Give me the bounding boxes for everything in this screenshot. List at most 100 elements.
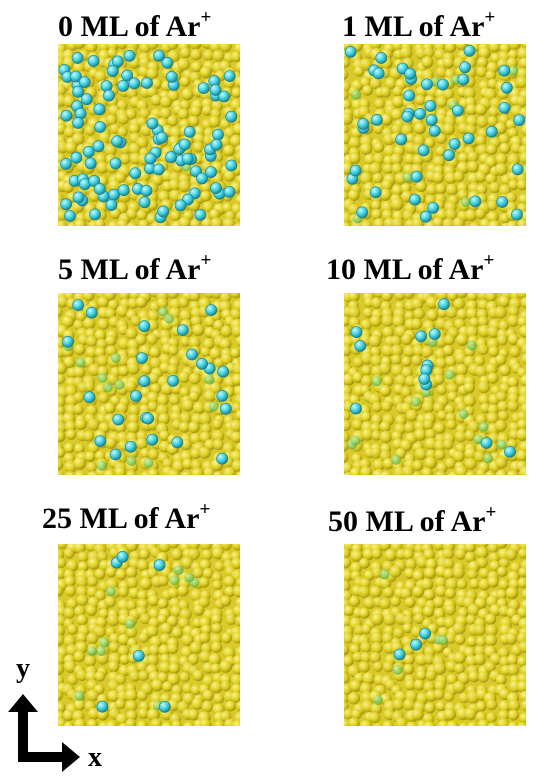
matrix-atom xyxy=(146,625,159,638)
matrix-atom xyxy=(413,308,425,320)
matrix-atom xyxy=(117,113,129,125)
ar-atom xyxy=(128,77,141,90)
matrix-atom xyxy=(465,614,477,625)
panel-title: 25 ML of Ar+ xyxy=(42,499,211,535)
ar-atom xyxy=(401,110,414,123)
matrix-atom xyxy=(219,44,232,53)
matrix-atom xyxy=(516,418,526,431)
ar-atom xyxy=(138,196,151,209)
matrix-atom xyxy=(85,335,98,348)
matrix-atom xyxy=(344,672,350,685)
matrix-atom xyxy=(107,47,118,59)
matrix-atom xyxy=(476,66,488,78)
matrix-atom xyxy=(177,58,190,71)
matrix-atom xyxy=(489,604,502,617)
matrix-atom xyxy=(456,333,469,346)
matrix-atom xyxy=(463,87,476,100)
matrix-atom xyxy=(344,69,349,80)
matrix-atom xyxy=(235,700,240,712)
matrix-atom xyxy=(435,96,448,108)
matrix-atom xyxy=(193,604,205,616)
matrix-atom xyxy=(344,569,353,582)
matrix-atom xyxy=(378,362,392,375)
ar-atom-subsurface xyxy=(402,172,413,183)
panel-title: 10 ML of Ar+ xyxy=(326,250,495,286)
matrix-atom xyxy=(379,430,393,444)
matrix-atom xyxy=(383,587,394,598)
ar-atom xyxy=(78,76,91,88)
ar-atom xyxy=(111,135,123,148)
matrix-atom xyxy=(74,470,86,475)
matrix-atom xyxy=(202,689,214,702)
ar-atom-subsurface xyxy=(125,618,136,629)
matrix-atom xyxy=(170,605,182,617)
matrix-atom xyxy=(370,702,383,715)
matrix-atom xyxy=(231,557,240,570)
matrix-atom xyxy=(219,544,233,551)
matrix-atom xyxy=(369,651,381,664)
matrix-atom xyxy=(162,458,173,469)
matrix-atom xyxy=(232,604,240,618)
matrix-atom xyxy=(168,178,181,192)
ar-atom xyxy=(369,186,382,199)
matrix-atom xyxy=(517,47,526,60)
matrix-atom xyxy=(116,44,129,50)
matrix-atom xyxy=(370,200,382,211)
matrix-atom xyxy=(204,316,216,328)
matrix-atom xyxy=(495,469,508,475)
matrix-atom xyxy=(444,44,457,53)
matrix-atom xyxy=(84,451,96,463)
matrix-atom xyxy=(423,589,436,601)
matrix-atom xyxy=(126,87,138,99)
matrix-atom xyxy=(158,544,171,553)
ar-atom xyxy=(462,132,475,145)
matrix-atom xyxy=(488,346,500,357)
matrix-atom xyxy=(478,578,491,591)
matrix-atom xyxy=(181,556,194,569)
matrix-atom xyxy=(77,551,89,563)
matrix-atom xyxy=(370,632,384,645)
matrix-atom xyxy=(179,76,191,87)
matrix-atom xyxy=(344,643,350,656)
matrix-atom xyxy=(344,373,355,386)
matrix-atom xyxy=(232,299,240,312)
matrix-atom xyxy=(159,622,173,636)
ar-atom xyxy=(129,167,142,180)
matrix-atom xyxy=(518,566,526,578)
matrix-atom xyxy=(147,309,160,322)
matrix-atom xyxy=(96,161,109,174)
ar-atom xyxy=(123,49,136,62)
matrix-atom xyxy=(75,418,87,431)
matrix-atom xyxy=(434,576,447,589)
matrix-atom xyxy=(74,343,86,356)
ar-atom xyxy=(196,172,208,185)
matrix-atom xyxy=(413,134,425,147)
matrix-atom xyxy=(488,552,500,564)
matrix-atom xyxy=(138,219,150,226)
matrix-atom xyxy=(157,598,169,610)
matrix-atom xyxy=(374,98,385,110)
matrix-atom xyxy=(200,544,213,551)
matrix-atom xyxy=(467,721,479,726)
matrix-atom xyxy=(344,315,351,327)
matrix-atom xyxy=(383,144,396,158)
matrix-atom xyxy=(433,374,445,385)
ar-atom xyxy=(156,131,168,144)
matrix-atom xyxy=(118,665,130,677)
matrix-atom xyxy=(467,568,478,580)
matrix-atom xyxy=(521,353,526,365)
matrix-atom xyxy=(129,670,141,682)
matrix-atom xyxy=(75,585,88,598)
matrix-atom xyxy=(66,598,78,610)
matrix-atom xyxy=(485,293,497,302)
matrix-atom xyxy=(442,57,455,69)
matrix-atom xyxy=(135,334,147,346)
matrix-atom xyxy=(97,296,109,308)
matrix-atom xyxy=(477,316,489,327)
ar-atom xyxy=(94,435,107,447)
matrix-atom xyxy=(486,144,498,155)
matrix-atom xyxy=(348,595,361,607)
matrix-atom xyxy=(126,469,137,475)
matrix-atom xyxy=(516,428,526,441)
matrix-atom xyxy=(425,183,438,196)
